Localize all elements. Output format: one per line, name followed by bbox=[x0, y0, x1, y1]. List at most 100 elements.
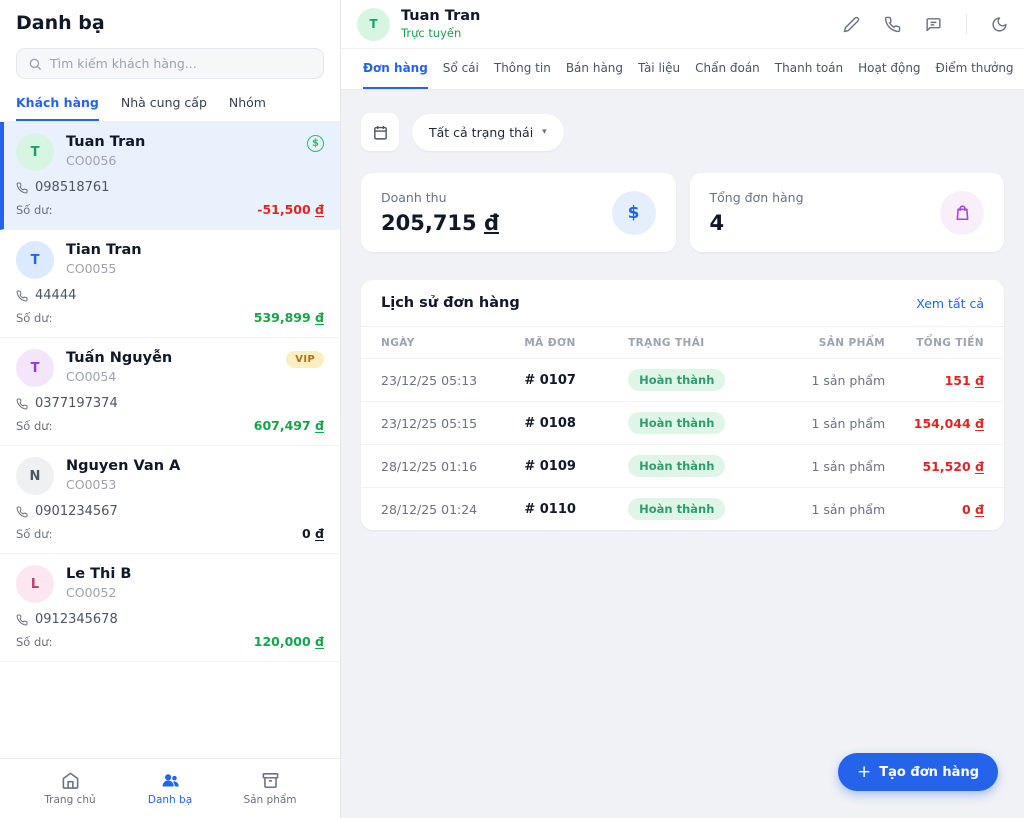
contacts-icon bbox=[161, 771, 180, 790]
tab-ledger[interactable]: Sổ cái bbox=[442, 61, 479, 75]
phone-icon bbox=[16, 290, 28, 302]
call-icon[interactable] bbox=[884, 16, 901, 33]
tab-documents[interactable]: Tài liệu bbox=[638, 61, 681, 75]
order-history-title: Lịch sử đơn hàng bbox=[381, 295, 520, 311]
contact-item[interactable]: T Tuan Tran CO0056 $ 098518761 Số dư: -5… bbox=[0, 122, 340, 230]
tab-customers[interactable]: Khách hàng bbox=[16, 95, 99, 121]
col-date: NGÀY bbox=[381, 336, 415, 349]
tab-sales[interactable]: Bán hàng bbox=[565, 61, 624, 75]
nav-contacts[interactable]: Danh bạ bbox=[130, 771, 210, 806]
col-status: TRẠNG THÁI bbox=[628, 336, 705, 349]
chat-icon[interactable] bbox=[925, 16, 942, 33]
date-filter-button[interactable] bbox=[361, 113, 399, 151]
avatar: T bbox=[16, 349, 54, 387]
contact-phone: 44444 bbox=[35, 288, 77, 303]
balance-value: 120,000 đ bbox=[253, 634, 324, 649]
contact-code: CO0052 bbox=[66, 585, 117, 601]
avatar: T bbox=[16, 133, 54, 171]
profile-header: T Tuan Tran Trực tuyến bbox=[341, 0, 1024, 49]
contact-name: Tuan Tran bbox=[66, 134, 146, 150]
sidebar-tabs: Khách hàng Nhà cung cấp Nhóm bbox=[16, 95, 324, 121]
view-all-link[interactable]: Xem tất cả bbox=[916, 295, 984, 311]
table-header: NGÀY MÃ ĐƠN TRẠNG THÁI SẢN PHẨM TỔNG TIỀ… bbox=[361, 327, 1004, 358]
edit-icon[interactable] bbox=[843, 16, 860, 33]
phone-icon bbox=[16, 182, 28, 194]
avatar: T bbox=[16, 241, 54, 279]
tab-payments[interactable]: Thanh toán bbox=[774, 61, 844, 75]
table-row[interactable]: 23/12/25 05:15 # 0108 Hoàn thành 1 sản p… bbox=[361, 401, 1004, 444]
status-badge: Hoàn thành bbox=[628, 455, 726, 477]
product-box-icon bbox=[261, 771, 280, 790]
page-title: Danh bạ bbox=[16, 12, 105, 34]
total-orders-value: 4 bbox=[709, 211, 725, 235]
revenue-card: Doanh thu 205,715 đ $ bbox=[361, 173, 676, 252]
calendar-icon bbox=[372, 124, 389, 141]
contact-phone: 0377197374 bbox=[35, 396, 118, 411]
col-total: TỔNG TIỀN bbox=[916, 336, 984, 349]
tab-groups[interactable]: Nhóm bbox=[228, 95, 266, 110]
contact-item[interactable]: T Tuấn Nguyễn CO0054 VIP 0377197374 Số d… bbox=[0, 338, 340, 446]
contact-item[interactable]: T Tian Tran CO0055 44444 Số dư: 539,899 … bbox=[0, 230, 340, 338]
search-icon bbox=[28, 57, 42, 71]
contact-name: Tian Tran bbox=[66, 242, 142, 258]
balance-label: Số dư: bbox=[16, 418, 53, 433]
contact-phone: 098518761 bbox=[35, 180, 110, 195]
total-orders-card: Tổng đơn hàng 4 bbox=[689, 173, 1004, 252]
dark-mode-icon[interactable] bbox=[991, 16, 1008, 33]
filter-row: Tất cả trạng thái ▾ bbox=[361, 113, 1004, 151]
status-badge: Hoàn thành bbox=[628, 369, 726, 391]
contact-name: Tuấn Nguyễn bbox=[66, 350, 173, 366]
balance-value: -51,500 đ bbox=[257, 202, 324, 217]
contact-name: Nguyen Van A bbox=[66, 458, 181, 474]
search-input-wrap[interactable] bbox=[16, 48, 324, 79]
contact-code: CO0056 bbox=[66, 153, 117, 169]
profile-avatar: T bbox=[357, 7, 390, 41]
balance-value: 0 đ bbox=[301, 526, 324, 541]
table-row[interactable]: 28/12/25 01:24 # 0110 Hoàn thành 1 sản p… bbox=[361, 487, 1004, 530]
status-badge: Hoàn thành bbox=[628, 498, 726, 520]
contact-code: CO0054 bbox=[66, 369, 117, 385]
shopping-bag-icon bbox=[940, 190, 984, 235]
contacts-sidebar: Danh bạ Khách hàng Nhà cung cấp Nhóm T T… bbox=[0, 0, 341, 818]
stats-row: Doanh thu 205,715 đ $ Tổng đơn hàng 4 bbox=[361, 173, 1004, 252]
tab-diagnosis[interactable]: Chẩn đoán bbox=[695, 61, 760, 75]
contact-list: T Tuan Tran CO0056 $ 098518761 Số dư: -5… bbox=[0, 121, 340, 758]
online-status: Trực tuyến bbox=[401, 26, 462, 41]
tab-suppliers[interactable]: Nhà cung cấp bbox=[120, 95, 207, 110]
col-code: MÃ ĐƠN bbox=[524, 336, 576, 349]
vip-badge: VIP bbox=[286, 351, 324, 368]
nav-home[interactable]: Trang chủ bbox=[30, 771, 110, 806]
tab-activity[interactable]: Hoạt động bbox=[858, 61, 921, 75]
tab-info[interactable]: Thông tin bbox=[493, 61, 551, 75]
balance-label: Số dư: bbox=[16, 526, 53, 541]
contact-item[interactable]: N Nguyen Van A CO0053 0901234567 Số dư: … bbox=[0, 446, 340, 554]
avatar: N bbox=[16, 457, 54, 495]
tab-orders[interactable]: Đơn hàng bbox=[363, 49, 428, 89]
balance-value: 607,497 đ bbox=[253, 418, 324, 433]
tab-rewards[interactable]: Điểm thưởng bbox=[935, 61, 1014, 75]
contact-code: CO0055 bbox=[66, 261, 117, 277]
create-order-button[interactable]: + Tạo đơn hàng bbox=[838, 753, 998, 791]
revenue-label: Doanh thu bbox=[381, 190, 447, 205]
table-row[interactable]: 23/12/25 05:13 # 0107 Hoàn thành 1 sản p… bbox=[361, 358, 1004, 401]
orders-content: Tất cả trạng thái ▾ Doanh thu 205,715 đ … bbox=[341, 90, 1024, 818]
contact-phone: 0901234567 bbox=[35, 504, 118, 519]
phone-icon bbox=[16, 506, 28, 518]
contact-item[interactable]: L Le Thi B CO0052 0912345678 Số dư: 120,… bbox=[0, 554, 340, 662]
phone-icon bbox=[16, 398, 28, 410]
dollar-icon: $ bbox=[611, 190, 656, 235]
contact-phone: 0912345678 bbox=[35, 612, 118, 627]
plus-icon: + bbox=[857, 762, 872, 782]
contact-code: CO0053 bbox=[66, 477, 117, 493]
balance-label: Số dư: bbox=[16, 310, 53, 325]
status-filter-dropdown[interactable]: Tất cả trạng thái ▾ bbox=[412, 113, 564, 151]
search-input[interactable] bbox=[50, 56, 312, 71]
status-badge: Hoàn thành bbox=[628, 412, 726, 434]
total-orders-label: Tổng đơn hàng bbox=[709, 190, 804, 205]
nav-products[interactable]: Sản phẩm bbox=[230, 771, 310, 806]
balance-label: Số dư: bbox=[16, 202, 53, 217]
table-row[interactable]: 28/12/25 01:16 # 0109 Hoàn thành 1 sản p… bbox=[361, 444, 1004, 487]
divider bbox=[966, 14, 967, 34]
balance-value: 539,899 đ bbox=[253, 310, 324, 325]
